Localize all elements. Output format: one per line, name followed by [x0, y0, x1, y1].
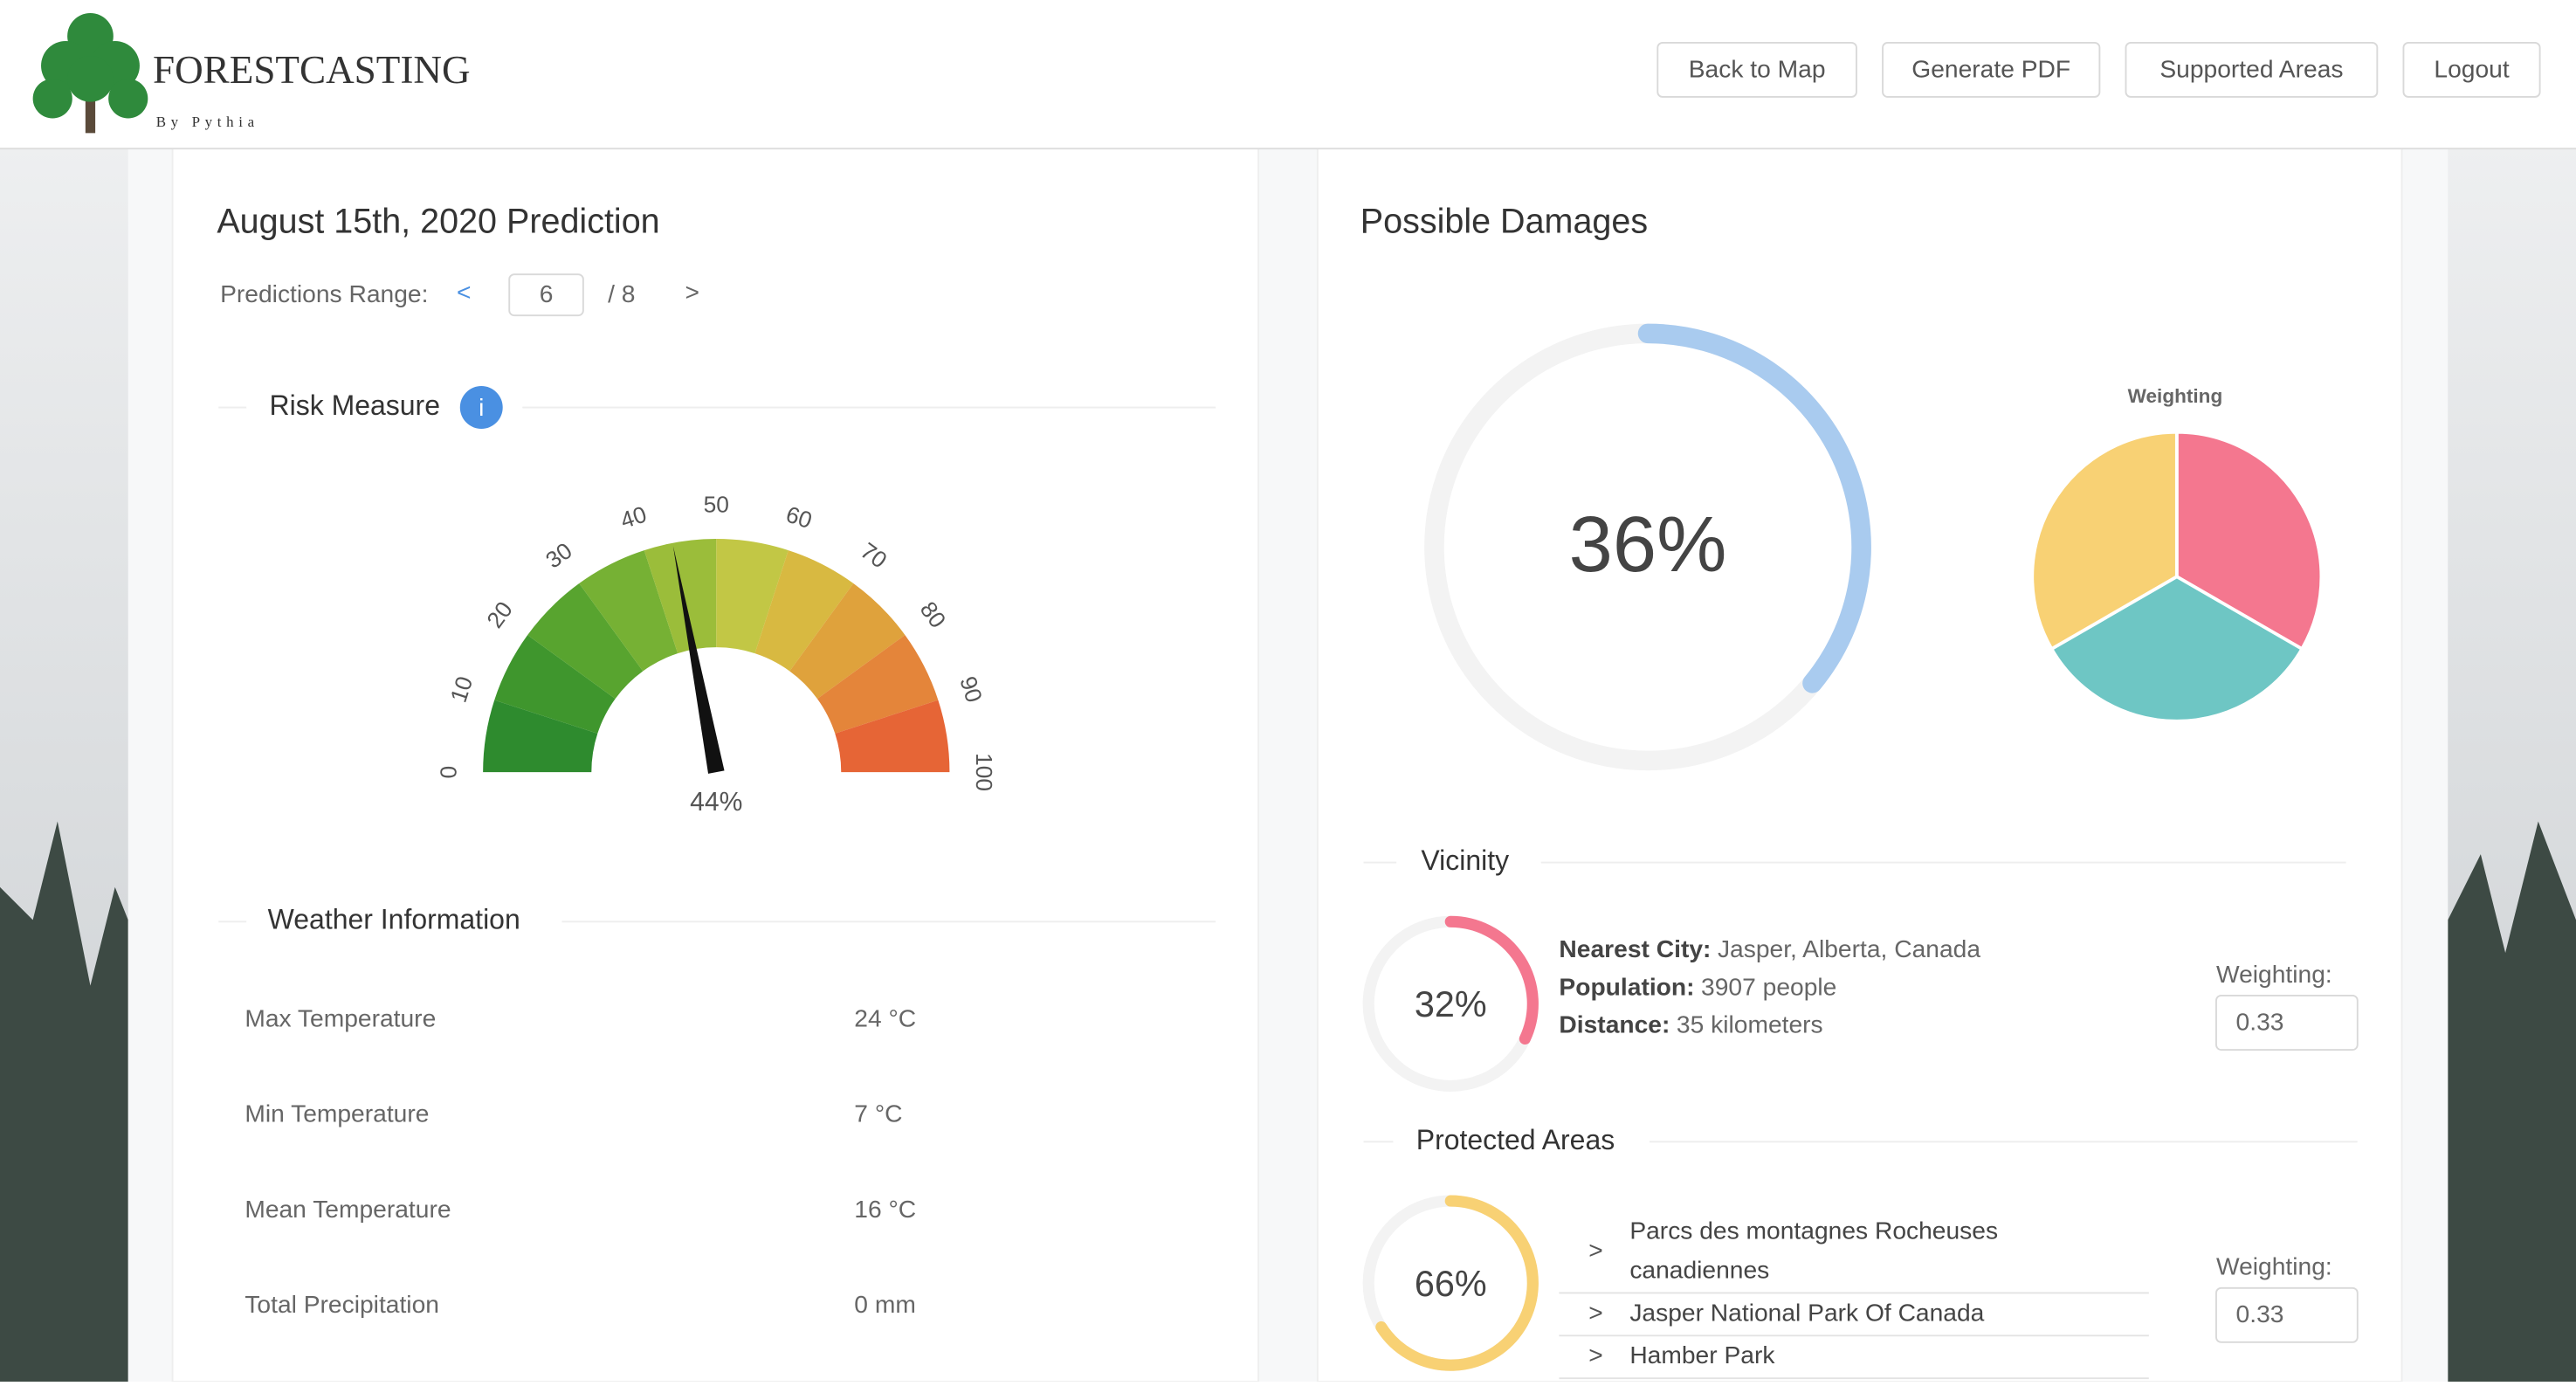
weighting-label: Weighting: — [2216, 960, 2332, 988]
weighting-input[interactable] — [2215, 995, 2359, 1051]
detail-value: 3907 people — [1701, 973, 1836, 1001]
donut-label: 32% — [1415, 984, 1487, 1024]
donut-arc — [1375, 1195, 1539, 1371]
info-icon[interactable] — [459, 386, 503, 429]
detail: Population: 3907 people — [1559, 973, 1836, 1001]
gauge-segment — [716, 538, 789, 654]
weather-value: 16 °C — [854, 1195, 916, 1223]
nav-button[interactable]: Supported Areas — [2125, 41, 2379, 98]
logo-tree — [32, 13, 148, 134]
trees — [0, 821, 2576, 1382]
nav-button[interactable]: Logout — [2402, 41, 2541, 98]
tagline: By Pythia — [156, 114, 259, 130]
vicinity-donut: 32% — [1362, 915, 1539, 1092]
gauge-segment — [579, 550, 678, 672]
next-button[interactable]: > — [685, 278, 699, 306]
brand: FORESTCASTING — [153, 48, 471, 92]
gauge-tick-label: 50 — [704, 491, 729, 517]
nav-button[interactable]: Generate PDF — [1882, 41, 2101, 98]
gauge-segment — [789, 583, 906, 700]
button-label[interactable]: Logout — [2434, 54, 2509, 82]
gauge-segment — [644, 538, 717, 654]
detail-value: Jasper, Alberta, Canada — [1718, 935, 1980, 963]
detail-key: Nearest City: — [1559, 935, 1711, 963]
button-label[interactable]: Supported Areas — [2159, 54, 2343, 82]
nav-button[interactable]: Back to Map — [1656, 41, 1857, 98]
gauge-segment — [527, 583, 644, 700]
total-donut: 36% — [1424, 323, 1871, 771]
range-current[interactable]: 6 — [540, 279, 554, 307]
weather-value: 24 °C — [854, 1004, 916, 1032]
button-label[interactable]: Back to Map — [1689, 54, 1826, 82]
area-name: Jasper National Park Of Canada — [1629, 1298, 1984, 1326]
weather-label: Mean Temperature — [245, 1195, 451, 1223]
protected-donut: 66% — [1362, 1195, 1539, 1371]
vicinity-details: Nearest City: Jasper, Alberta, Canada Popu… — [1559, 935, 1980, 1039]
weather-label: Min Temperature — [245, 1100, 429, 1127]
donut-arc — [1637, 323, 1871, 693]
weather-label: Max Temperature — [245, 1004, 436, 1032]
damages-title: Possible Damages — [1360, 202, 1648, 240]
gauge-segment — [816, 635, 939, 734]
weather-table: Max Temperature 24 °C Min Temperature 7 °C M… — [245, 1004, 916, 1318]
weighting-pie — [2030, 430, 2324, 723]
prediction-title: August 15th, 2020 Prediction — [217, 202, 659, 240]
pie-title: Weighting — [2128, 385, 2223, 407]
left-panel — [171, 147, 1260, 1383]
gauge-value-label: 44% — [690, 788, 742, 817]
detail-key: Distance: — [1559, 1010, 1670, 1038]
section-title: Vicinity — [1421, 845, 1509, 876]
donut-label: 36% — [1569, 500, 1727, 589]
info-icon-text[interactable]: i — [479, 393, 484, 421]
gauge-tick-label: 0 — [435, 766, 461, 779]
range-input[interactable] — [508, 273, 584, 317]
gauge-segment — [494, 635, 616, 734]
protected-list: > Parcs des montagnes Rocheuses canadienne… — [1559, 1216, 2149, 1380]
weighting-label: Weighting: — [2216, 1252, 2332, 1280]
gauge-segment — [835, 700, 950, 773]
donut-label: 66% — [1415, 1264, 1487, 1304]
weather-value: 7 °C — [854, 1100, 902, 1127]
section-title: Protected Areas — [1416, 1124, 1615, 1155]
detail: Distance: 35 kilometers — [1559, 1010, 1822, 1038]
pie-slice — [2174, 430, 2324, 652]
gauge-tick-label: 100 — [971, 753, 997, 791]
section-title: Weather Information — [268, 904, 520, 935]
expand-arrow: > — [1588, 1236, 1602, 1264]
area-name: Hamber Park — [1629, 1341, 1775, 1369]
weighting-value[interactable]: 0.33 — [2236, 1007, 2284, 1035]
gauge-segment — [754, 550, 854, 672]
area-name: Parcs des montagnes Rocheuses — [1629, 1216, 1998, 1244]
weighting-value[interactable]: 0.33 — [2236, 1300, 2284, 1327]
expand-arrow: > — [1588, 1341, 1602, 1369]
detail-value: 35 kilometers — [1677, 1010, 1823, 1038]
pie-slice — [2049, 575, 2304, 723]
gauge-needle — [672, 546, 725, 774]
area-name: canadiennes — [1629, 1255, 1769, 1283]
donut-arc — [1444, 915, 1539, 1045]
right-panel — [1316, 147, 2403, 1383]
range-label: Predictions Range: — [220, 279, 428, 307]
expand-arrow: > — [1588, 1298, 1602, 1326]
button-label[interactable]: Generate PDF — [1911, 54, 2070, 82]
weighting-input[interactable] — [2215, 1286, 2359, 1343]
detail: Nearest City: Jasper, Alberta, Canada — [1559, 935, 1980, 963]
detail-key: Population: — [1559, 973, 1694, 1001]
gauge-segment — [483, 700, 598, 773]
pie-slice — [2030, 430, 2179, 652]
weather-label: Total Precipitation — [245, 1290, 439, 1318]
prev-button[interactable]: < — [457, 278, 471, 306]
range-total: / 8 — [608, 279, 635, 307]
weather-value: 0 mm — [854, 1290, 916, 1318]
section-title: Risk Measure — [270, 390, 440, 421]
